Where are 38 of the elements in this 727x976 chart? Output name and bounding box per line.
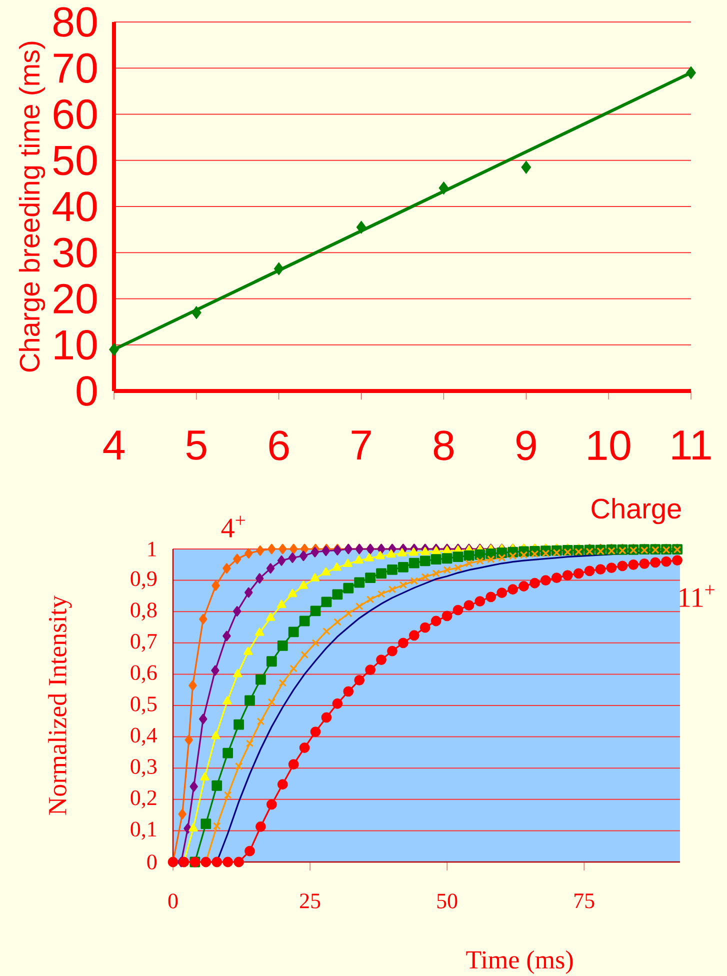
- y-tick-label: 30: [53, 238, 97, 268]
- y-tick-label: 0,4: [130, 728, 158, 746]
- x-tick-label: 25: [300, 894, 320, 908]
- y-tick-label: 50: [53, 146, 97, 176]
- y-tick-label: 0: [147, 854, 157, 870]
- x-tick-label: 4: [103, 430, 124, 460]
- x-axis-title: Charge: [592, 498, 681, 524]
- y-tick-label: 0,7: [130, 634, 157, 652]
- text: 4$^{+}$: [221, 516, 245, 538]
- x-tick-label: 75: [574, 894, 594, 908]
- y-tick-label: 60: [54, 99, 97, 130]
- y-axis-title: Charge breeding time (ms): [19, 42, 46, 372]
- y-tick-label: 10: [54, 330, 97, 360]
- x-tick-label: 50: [437, 894, 458, 908]
- x-tick-label: 11: [672, 430, 711, 460]
- x-tick-label: 9: [516, 430, 536, 460]
- y-tick-label: 70: [54, 53, 97, 83]
- y-tick-label: 40: [52, 192, 97, 222]
- y-tick-label: 0,1: [130, 822, 156, 840]
- x-tick-label: 5: [186, 430, 206, 460]
- x-axis-title: Time (ms): [466, 950, 573, 974]
- x-tick-label: 6: [269, 430, 289, 460]
- y-tick-label: 0,3: [130, 759, 157, 778]
- y-tick-label: 0: [76, 376, 97, 406]
- y-tick-label: 0,5: [130, 696, 157, 715]
- y-tick-label: 0,8: [130, 602, 157, 621]
- y-tick-label: 20: [54, 284, 97, 314]
- x-tick-label: 7: [352, 430, 371, 460]
- y-tick-label: 0,9: [130, 571, 156, 590]
- y-tick-label: 1: [148, 542, 156, 556]
- y-tick-label: 80: [54, 7, 97, 37]
- x-tick-label: 8: [434, 430, 454, 460]
- x-tick-label: 0: [168, 894, 178, 908]
- y-axis-title: Normalized Intensity: [48, 595, 72, 815]
- y-tick-label: 0,6: [130, 665, 157, 684]
- x-tick-label: 10: [588, 430, 630, 460]
- y-tick-label: 0,2: [130, 790, 156, 808]
- annotation: 11$^{+}$: [680, 585, 714, 607]
